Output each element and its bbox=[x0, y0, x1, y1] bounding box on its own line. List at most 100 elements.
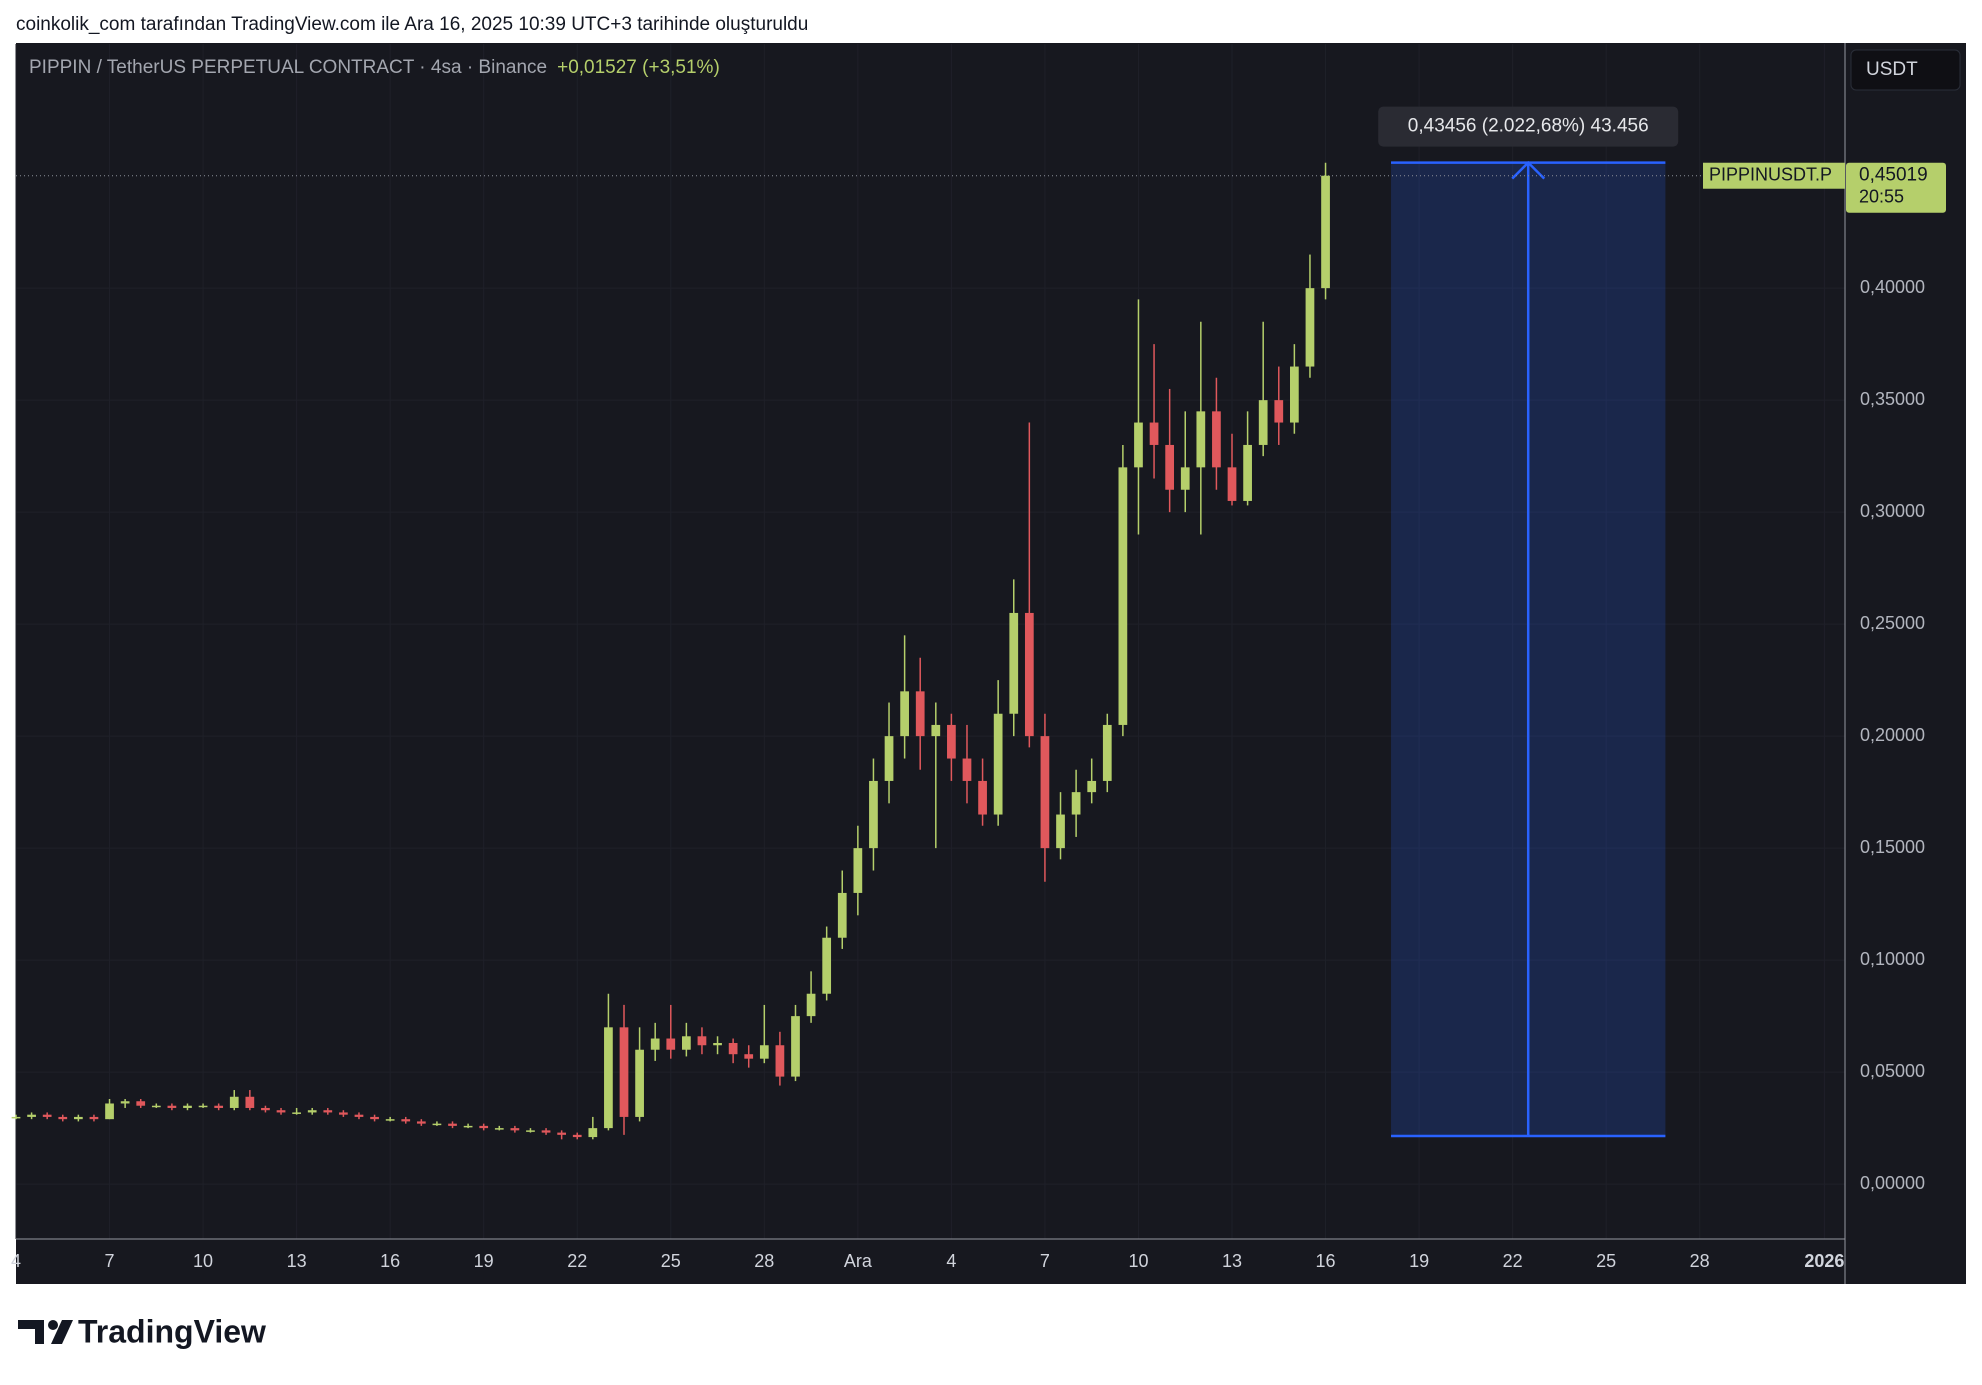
candle-body bbox=[947, 724, 956, 759]
measure-arrowhead bbox=[1511, 160, 1546, 180]
candle-body bbox=[11, 1116, 21, 1119]
candle-body bbox=[323, 1110, 333, 1113]
candle-body bbox=[229, 1096, 239, 1108]
candle-body bbox=[962, 758, 972, 781]
candle-body bbox=[385, 1119, 395, 1121]
x-tick-label: 7 bbox=[105, 1251, 115, 1271]
candle-body bbox=[993, 713, 1003, 815]
candle-body bbox=[136, 1101, 146, 1106]
x-tick-label: 22 bbox=[1503, 1251, 1523, 1271]
candle-body bbox=[713, 1043, 722, 1046]
candle-body bbox=[588, 1128, 598, 1138]
candle-body bbox=[370, 1116, 379, 1120]
candle-body bbox=[1102, 724, 1112, 781]
candle-body bbox=[307, 1110, 317, 1113]
y-tick-label: 0,05000 bbox=[1860, 1061, 1925, 1081]
x-tick-label: 19 bbox=[474, 1251, 494, 1271]
candle-body bbox=[1009, 612, 1019, 714]
x-tick-label: 28 bbox=[754, 1251, 774, 1271]
currency-button[interactable] bbox=[1850, 49, 1961, 91]
candle-body bbox=[1227, 467, 1237, 501]
candle-body bbox=[58, 1116, 68, 1120]
y-tick-label: 0,40000 bbox=[1860, 277, 1925, 297]
symbol-label: PIPPINUSDT.P bbox=[1709, 164, 1832, 184]
candle-body bbox=[541, 1130, 551, 1133]
candle-body bbox=[479, 1125, 489, 1129]
candle-body bbox=[853, 848, 863, 893]
currency: USDT bbox=[1866, 59, 1918, 80]
x-tick-label: 16 bbox=[1316, 1251, 1336, 1271]
candle-body bbox=[214, 1105, 224, 1108]
x-tick-label: 2026 bbox=[1804, 1251, 1844, 1271]
candle-body bbox=[635, 1049, 644, 1117]
y-tick-label: 0,10000 bbox=[1860, 949, 1925, 969]
x-tick-label: 10 bbox=[193, 1251, 213, 1271]
candle-body bbox=[1056, 814, 1065, 849]
candle-body bbox=[1134, 422, 1143, 468]
candle-body bbox=[557, 1132, 567, 1135]
candle-body bbox=[448, 1123, 457, 1126]
x-tick-label: 28 bbox=[1690, 1251, 1710, 1271]
x-tick-label: 16 bbox=[380, 1251, 400, 1271]
candle-body bbox=[151, 1105, 161, 1108]
candle-body bbox=[915, 691, 925, 737]
candle-body bbox=[759, 1045, 769, 1059]
candle-body bbox=[1258, 400, 1268, 445]
candle-body bbox=[978, 780, 987, 815]
x-tick-label: 7 bbox=[1040, 1251, 1050, 1271]
price-label-box bbox=[1846, 162, 1946, 213]
candle-body bbox=[1321, 175, 1330, 289]
candle-body bbox=[775, 1045, 785, 1077]
candle-body bbox=[73, 1116, 83, 1120]
plot: 0,43456 (2.022,68%) 43.456 bbox=[11, 44, 1845, 1239]
candle-body bbox=[432, 1123, 442, 1126]
candle-body bbox=[401, 1119, 411, 1122]
measure-label: 0,43456 (2.022,68%) 43.456 bbox=[1408, 116, 1649, 137]
brand: TradingView bbox=[78, 1313, 266, 1349]
y-tick-label: 0,20000 bbox=[1860, 725, 1925, 745]
measure-label-box bbox=[1378, 106, 1679, 147]
candle-body bbox=[261, 1107, 270, 1111]
candle-body bbox=[416, 1121, 426, 1124]
logo-mark bbox=[51, 1320, 73, 1344]
y-tick-label: 0,15000 bbox=[1860, 837, 1925, 857]
candle-body bbox=[463, 1125, 473, 1128]
candle-body bbox=[1040, 736, 1050, 849]
candle-body bbox=[1087, 780, 1097, 793]
chart-panel bbox=[16, 43, 1966, 1284]
candle-body bbox=[619, 1027, 629, 1117]
x-tick-label: Ara bbox=[844, 1251, 873, 1271]
candle-body bbox=[869, 780, 878, 849]
candle-body bbox=[650, 1038, 660, 1050]
candle-body bbox=[510, 1128, 520, 1131]
candle-body bbox=[339, 1112, 348, 1115]
x-tick-label: 4 bbox=[11, 1251, 21, 1271]
candle-body bbox=[526, 1130, 535, 1132]
y-tick-label: 0,35000 bbox=[1860, 389, 1925, 409]
candle-body bbox=[1212, 411, 1221, 468]
x-tick-label: 22 bbox=[567, 1251, 587, 1271]
candle-body bbox=[604, 1027, 613, 1129]
candle-body bbox=[728, 1043, 738, 1055]
candle-body bbox=[42, 1114, 52, 1117]
countdown: 20:55 bbox=[1859, 186, 1904, 206]
chart-title: PIPPIN / TetherUS PERPETUAL CONTRACT · 4… bbox=[29, 57, 547, 78]
candle-body bbox=[806, 993, 816, 1017]
candle-body bbox=[1305, 288, 1315, 367]
candle-body bbox=[1180, 467, 1190, 490]
candle-body bbox=[822, 937, 832, 994]
candle-body bbox=[666, 1038, 676, 1050]
candle-body bbox=[183, 1105, 192, 1108]
candle-body bbox=[276, 1110, 286, 1113]
candle-body bbox=[1118, 467, 1128, 725]
logo-mark bbox=[18, 1320, 44, 1344]
symbol-label-box bbox=[1703, 162, 1845, 189]
candle-body bbox=[697, 1036, 707, 1046]
candle-body bbox=[1165, 444, 1175, 490]
candle-body bbox=[1274, 400, 1284, 423]
x-tick-label: 13 bbox=[1222, 1251, 1242, 1271]
candle-body bbox=[1071, 792, 1081, 815]
price-label: 0,45019 bbox=[1859, 165, 1928, 186]
candle-body bbox=[744, 1054, 754, 1059]
